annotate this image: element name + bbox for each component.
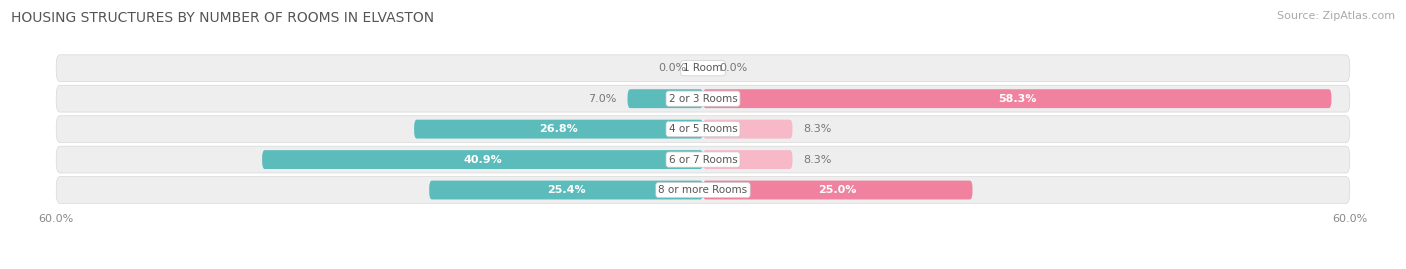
Text: Source: ZipAtlas.com: Source: ZipAtlas.com <box>1277 11 1395 21</box>
Text: 40.9%: 40.9% <box>463 155 502 165</box>
Text: 6 or 7 Rooms: 6 or 7 Rooms <box>669 155 737 165</box>
FancyBboxPatch shape <box>56 177 1350 203</box>
Text: 8.3%: 8.3% <box>803 155 831 165</box>
FancyBboxPatch shape <box>703 150 793 169</box>
FancyBboxPatch shape <box>56 116 1350 143</box>
Text: 25.4%: 25.4% <box>547 185 585 195</box>
Text: 7.0%: 7.0% <box>588 94 617 104</box>
Text: 58.3%: 58.3% <box>998 94 1036 104</box>
FancyBboxPatch shape <box>262 150 703 169</box>
Text: 0.0%: 0.0% <box>720 63 748 73</box>
Text: 8.3%: 8.3% <box>803 124 831 134</box>
FancyBboxPatch shape <box>703 180 973 200</box>
FancyBboxPatch shape <box>429 180 703 200</box>
FancyBboxPatch shape <box>56 85 1350 112</box>
Text: 4 or 5 Rooms: 4 or 5 Rooms <box>669 124 737 134</box>
Text: 26.8%: 26.8% <box>538 124 578 134</box>
Text: HOUSING STRUCTURES BY NUMBER OF ROOMS IN ELVASTON: HOUSING STRUCTURES BY NUMBER OF ROOMS IN… <box>11 11 434 25</box>
Text: 2 or 3 Rooms: 2 or 3 Rooms <box>669 94 737 104</box>
Text: 25.0%: 25.0% <box>818 185 856 195</box>
Text: 1 Room: 1 Room <box>683 63 723 73</box>
FancyBboxPatch shape <box>415 120 703 139</box>
FancyBboxPatch shape <box>703 89 1331 108</box>
Text: 8 or more Rooms: 8 or more Rooms <box>658 185 748 195</box>
FancyBboxPatch shape <box>703 120 793 139</box>
FancyBboxPatch shape <box>56 146 1350 173</box>
FancyBboxPatch shape <box>627 89 703 108</box>
FancyBboxPatch shape <box>56 55 1350 82</box>
Text: 0.0%: 0.0% <box>658 63 688 73</box>
